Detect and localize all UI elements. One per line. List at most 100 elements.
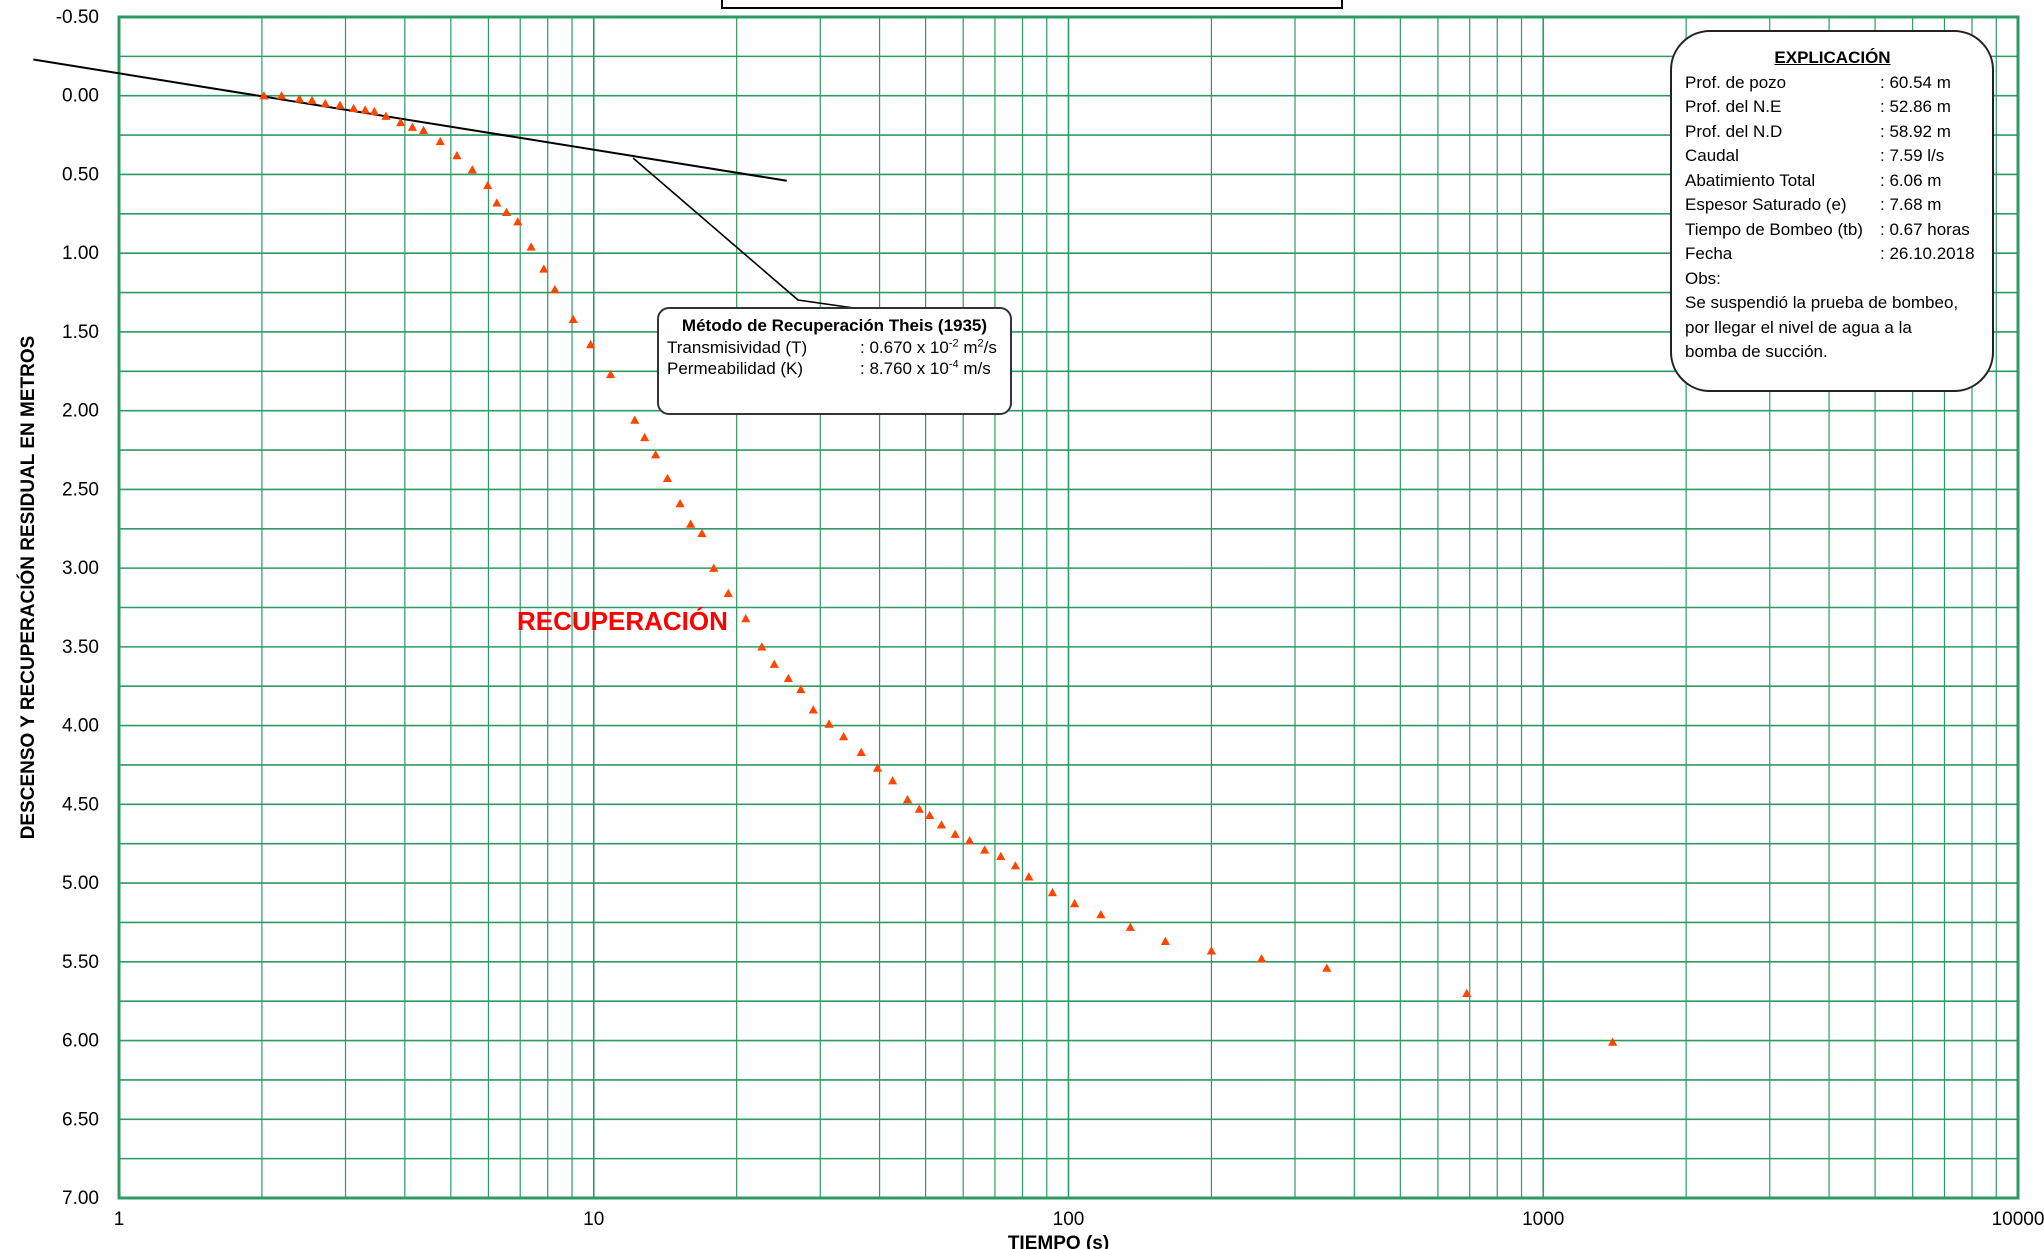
plot-frame — [117, 15, 2020, 1200]
y-tick-label: 5.00 — [62, 873, 99, 894]
data-point — [407, 122, 418, 131]
data-point — [369, 106, 379, 116]
permeability-label: Permeabilidad (K) — [667, 359, 804, 378]
data-point — [697, 528, 707, 538]
data-points — [259, 91, 1618, 1046]
expl-row: Abatimiento Total: 6.06 m — [1685, 170, 1942, 190]
data-point — [1206, 946, 1217, 955]
data-point — [980, 845, 990, 854]
callout-leader-line — [632, 157, 869, 311]
data-point — [568, 314, 578, 324]
data-point — [925, 810, 935, 820]
data-point — [630, 415, 640, 424]
data-point — [348, 103, 359, 113]
data-point — [769, 659, 779, 668]
x-tick-label: 1000 — [1522, 1209, 1564, 1230]
theis-method-box: Método de Recuperación Theis (1935) Tran… — [657, 307, 1012, 415]
y-tick-label: 3.50 — [62, 637, 99, 658]
y-tick-label: 6.50 — [62, 1109, 99, 1130]
data-point — [294, 94, 305, 103]
data-point — [586, 339, 596, 349]
data-point — [320, 99, 330, 108]
data-point — [709, 563, 719, 572]
data-point — [526, 242, 536, 251]
data-point — [640, 432, 650, 442]
obs-line: por llegar el nivel de agua a la — [1685, 317, 1912, 337]
data-point — [1069, 898, 1080, 908]
data-point — [605, 369, 616, 379]
transmissivity-value: : 0.670 x 10-2 m2/s — [860, 337, 997, 357]
explanation-box: EXPLICACIÓN Prof. de pozo: 60.54 m Prof.… — [1670, 30, 1994, 392]
y-tick-label: 1.00 — [62, 243, 99, 264]
data-point — [1160, 936, 1171, 946]
obs-label: Obs: — [1685, 268, 1721, 288]
data-point — [796, 684, 806, 694]
data-point — [276, 91, 287, 100]
data-point — [1608, 1037, 1618, 1046]
axes: -0.50 0.00 0.50 1.00 1.50 2.00 2.50 3.00 3.50 4.0… — [56, 0, 2044, 1230]
y-tick-label: 4.50 — [62, 794, 99, 815]
data-point — [686, 519, 696, 528]
y-tick-label: 2.50 — [62, 479, 99, 500]
y-tick-label: 2.00 — [62, 401, 99, 422]
recuperacion-annotation: RECUPERACIÓN — [517, 606, 728, 636]
data-point — [1047, 887, 1058, 897]
expl-row: Fecha: 26.10.2018 — [1685, 244, 1975, 263]
x-tick-label: 10 — [583, 1209, 604, 1230]
x-tick-label: 10000 — [1992, 1209, 2044, 1230]
data-point — [723, 588, 733, 598]
data-point — [550, 284, 560, 294]
data-point — [965, 835, 975, 845]
y-tick-label: 4.00 — [62, 716, 99, 737]
data-point — [902, 795, 913, 804]
data-point — [381, 111, 391, 120]
data-point — [396, 117, 406, 127]
y-axis-title: DESCENSO Y RECUPERACIÓN RESIDUAL EN METR… — [17, 336, 39, 840]
y-tick-label: -0.50 — [56, 7, 99, 28]
data-point — [808, 705, 818, 714]
y-tick-label: 7.00 — [62, 1188, 99, 1209]
y-tick-label: 5.50 — [62, 952, 99, 973]
x-axis-title: TIEMPO (s) — [1008, 1233, 1109, 1249]
data-point — [651, 450, 661, 459]
data-point — [1322, 963, 1332, 972]
data-point — [783, 673, 793, 683]
data-point — [914, 804, 924, 813]
expl-row: Caudal: 7.59 l/s — [1685, 146, 1945, 165]
data-point — [1256, 954, 1267, 963]
data-point — [492, 198, 502, 207]
permeability-value: : 8.760 x 10-4 m/s — [860, 358, 991, 378]
data-point — [483, 180, 493, 190]
data-point — [1462, 988, 1472, 997]
data-point — [757, 642, 767, 651]
data-point — [467, 165, 477, 174]
data-point — [307, 95, 317, 105]
data-point — [452, 150, 462, 160]
expl-row: Prof. del N.E: 52.86 m — [1685, 97, 1951, 116]
data-point — [501, 207, 512, 216]
data-point — [950, 829, 960, 838]
data-point — [936, 820, 947, 829]
expl-row: Tiempo de Bombeo (tb): 0.67 horas — [1685, 219, 1970, 239]
data-point — [335, 100, 345, 109]
explanation-title: EXPLICACIÓN — [1774, 48, 1891, 67]
data-point — [824, 719, 834, 728]
data-point — [675, 498, 685, 508]
data-point — [887, 776, 898, 785]
transmissivity-row: Transmisividad (T) : 0.670 x 10-2 m2/s — [667, 337, 1002, 358]
expl-row: Espesor Saturado (e): 7.68 m — [1685, 195, 1942, 214]
data-point — [872, 763, 883, 772]
top-header-box — [721, 0, 1343, 9]
y-tick-label: 0.50 — [62, 164, 99, 185]
obs-line: bomba de succión. — [1685, 342, 1828, 361]
permeability-row: Permeabilidad (K) : 8.760 x 10-4 m/s — [667, 358, 1002, 379]
data-point — [996, 851, 1006, 860]
data-point — [259, 91, 269, 100]
obs-line: Se suspendió la prueba de bombeo, — [1685, 293, 1959, 312]
y-tick-label: 3.00 — [62, 558, 99, 579]
data-point — [1024, 872, 1034, 881]
data-point — [856, 747, 866, 757]
theis-fit-line — [33, 58, 787, 182]
y-tick-label: 0.00 — [62, 86, 99, 107]
y-tick-label: 6.00 — [62, 1031, 99, 1052]
